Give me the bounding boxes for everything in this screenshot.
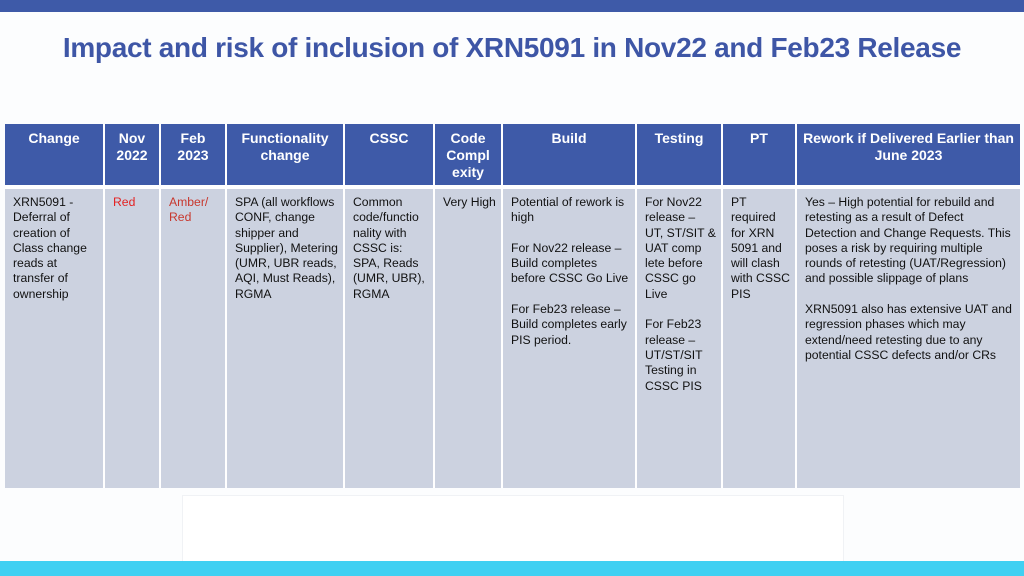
table-header-row: Change Nov 2022 Feb 2023 Functionality c… [5, 124, 1020, 187]
cell-feb-2023-status: Amber/ Red [159, 185, 227, 488]
cell-build: Potential of rework is high For Nov22 re… [501, 185, 637, 488]
cell-code-complexity: Very High [433, 185, 503, 488]
column-header-change: Change [5, 124, 105, 187]
column-header-pt: PT [721, 124, 797, 187]
slide-title: Impact and risk of inclusion of XRN5091 … [62, 32, 962, 63]
cell-cssc: Common code/functio nality with CSSC is:… [343, 185, 435, 488]
column-header-feb-2023: Feb 2023 [159, 124, 227, 187]
cell-nov-2022-status: Red [103, 185, 161, 488]
cell-change: XRN5091 - Deferral of creation of Class … [5, 185, 105, 488]
cell-testing: For Nov22 release – UT, ST/SIT & UAT com… [635, 185, 723, 488]
column-header-build: Build [501, 124, 637, 187]
faint-placeholder-box [182, 495, 844, 563]
cell-pt: PT required for XRN 5091 and will clash … [721, 185, 797, 488]
impact-risk-table: Change Nov 2022 Feb 2023 Functionality c… [5, 124, 1020, 488]
column-header-testing: Testing [635, 124, 723, 187]
bottom-accent-bar [0, 561, 1024, 576]
top-accent-bar [0, 0, 1024, 12]
cell-functionality-change: SPA (all workflows CONF, change shipper … [225, 185, 345, 488]
column-header-nov-2022: Nov 2022 [103, 124, 161, 187]
column-header-rework: Rework if Delivered Earlier than June 20… [795, 124, 1020, 187]
table-row: XRN5091 - Deferral of creation of Class … [5, 185, 1020, 488]
column-header-cssc: CSSC [343, 124, 435, 187]
column-header-functionality-change: Functionality change [225, 124, 345, 187]
cell-rework: Yes – High potential for rebuild and ret… [795, 185, 1020, 488]
column-header-code-complexity: Code Compl exity [433, 124, 503, 187]
